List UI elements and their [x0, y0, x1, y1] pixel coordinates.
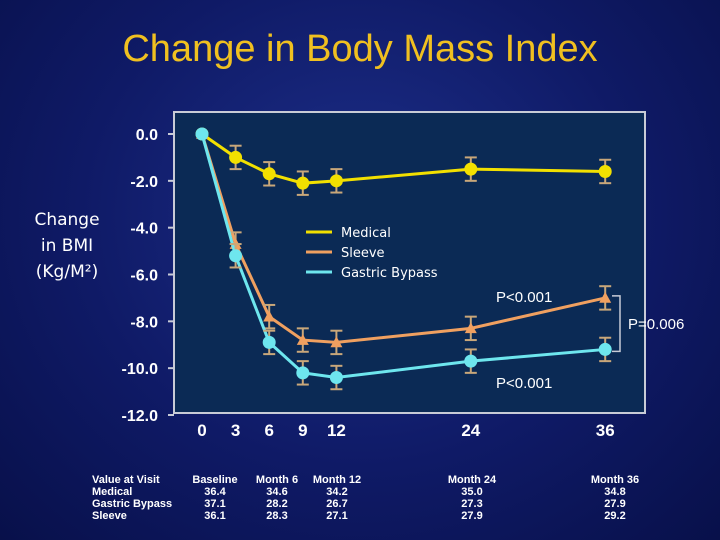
data-point-gastric-bypass — [464, 354, 478, 368]
data-point-gastric-bypass — [598, 342, 612, 356]
plot-area — [173, 111, 646, 414]
table-cell: 34.6 — [266, 486, 288, 498]
x-tick-label: 36 — [596, 421, 615, 440]
table-column-month-36: Month 36 34.8 27.9 29.2 — [580, 474, 650, 522]
table-header: Month 6 — [255, 474, 299, 486]
data-point-sleeve — [296, 334, 309, 345]
bmi-line-chart: 0.0-2.0-4.0-6.0-8.0-10.0-12.00 3 6 9 12 24 36M… — [122, 111, 684, 440]
y-axis-label-line-2: in BMI — [40, 236, 94, 256]
table-header: Month 12 — [312, 474, 362, 486]
y-axis-label: Change in BMI (Kg/M²) — [22, 207, 112, 285]
table-row-label: Gastric Bypass — [92, 498, 173, 510]
data-point-sleeve — [599, 291, 612, 303]
data-point-medical — [329, 174, 343, 188]
table-header: Month 36 — [590, 474, 640, 486]
data-point-medical — [464, 162, 478, 176]
x-tick-label: 12 — [327, 421, 346, 440]
data-point-sleeve — [263, 310, 276, 322]
p-value-annotation: P<0.001 — [496, 289, 552, 306]
table-cell: 29.2 — [604, 510, 626, 522]
table-header: Baseline — [192, 474, 238, 486]
table-row-labels: Value at Visit Medical Gastric Bypass Sl… — [92, 474, 172, 522]
p-value-annotation: P=0.006 — [628, 316, 684, 333]
y-tick-label: -10.0 — [122, 361, 159, 378]
y-tick-label: -12.0 — [122, 408, 159, 425]
data-point-medical — [262, 167, 276, 181]
chart-title: Change in Body Mass Index — [122, 28, 598, 70]
data-point-gastric-bypass — [195, 127, 209, 141]
table-cell: 34.8 — [604, 486, 626, 498]
table-row-label: Medical — [92, 486, 133, 498]
table-column-month-24: Month 24 35.0 27.3 27.9 — [437, 474, 507, 522]
x-tick-label: 0 — [197, 421, 206, 440]
table-cell: 27.3 — [461, 498, 483, 510]
data-point-medical — [296, 176, 310, 190]
table-row-label: Value at Visit — [92, 474, 160, 486]
y-tick-label: -6.0 — [130, 268, 158, 285]
y-tick-label: -4.0 — [130, 221, 158, 238]
table-cell: 28.2 — [266, 498, 288, 510]
table-cell: 35.0 — [461, 486, 483, 498]
data-point-gastric-bypass — [296, 366, 310, 380]
y-axis-label-line-3: (Kg/M²) — [35, 262, 99, 282]
table-cell: 28.3 — [266, 510, 288, 522]
table-column-month-12: Month 12 34.2 26.7 27.1 — [302, 474, 372, 522]
y-tick-label: 0.0 — [136, 127, 158, 144]
table-cell: 27.9 — [461, 510, 483, 522]
x-tick-label: 3 — [231, 421, 240, 440]
values-table: Value at Visit Medical Gastric Bypass Sl… — [92, 474, 692, 534]
table-cell: 27.9 — [604, 498, 626, 510]
data-point-medical — [229, 150, 243, 164]
data-point-sleeve — [330, 336, 343, 348]
table-cell: 36.1 — [204, 510, 226, 522]
table-column-baseline: Baseline 36.4 37.1 36.1 — [180, 474, 250, 522]
legend-label-gastric-bypass: Gastric Bypass — [341, 266, 438, 281]
y-tick-label: -2.0 — [130, 174, 158, 191]
y-axis-label-line-1: Change — [34, 210, 100, 230]
table-cell: 27.1 — [326, 510, 348, 522]
legend-label-sleeve: Sleeve — [341, 246, 385, 261]
y-tick-label: -8.0 — [130, 314, 158, 331]
table-column-month-6: Month 6 34.6 28.2 28.3 — [242, 474, 312, 522]
table-cell: 34.2 — [326, 486, 348, 498]
x-tick-label: 6 — [264, 421, 273, 440]
p-value-annotation: P<0.001 — [496, 375, 552, 392]
data-point-gastric-bypass — [229, 249, 243, 263]
data-point-medical — [598, 164, 612, 178]
significance-bracket — [612, 295, 621, 353]
table-cell: 36.4 — [204, 486, 226, 498]
x-tick-label: 24 — [461, 421, 480, 440]
table-cell: 37.1 — [204, 498, 226, 510]
table-header: Month 24 — [447, 474, 497, 486]
data-point-sleeve — [464, 322, 477, 334]
data-point-gastric-bypass — [262, 335, 276, 349]
x-tick-label: 9 — [298, 421, 307, 440]
legend-label-medical: Medical — [341, 226, 391, 241]
data-point-gastric-bypass — [329, 371, 343, 385]
table-row-label: Sleeve — [92, 510, 127, 522]
table-cell: 26.7 — [326, 498, 348, 510]
